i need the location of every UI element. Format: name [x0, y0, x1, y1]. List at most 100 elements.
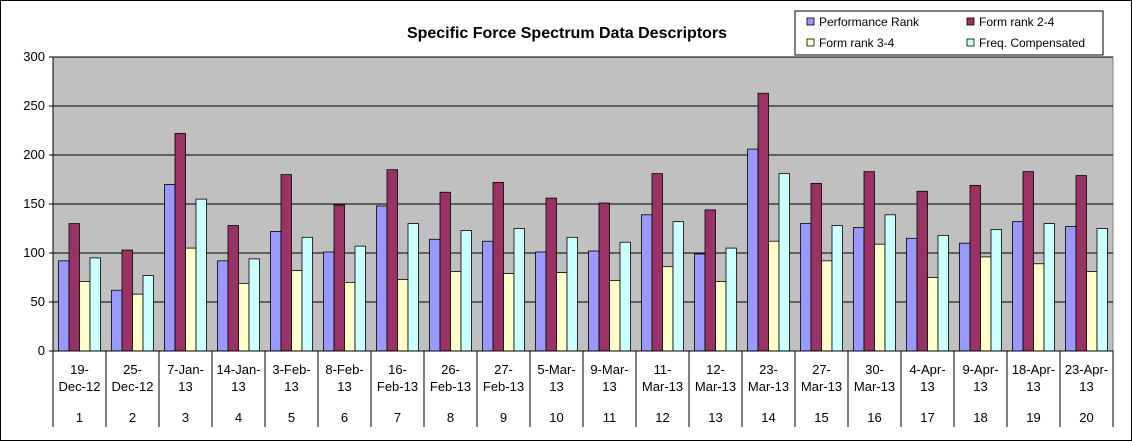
x-category-date-label: 13 [602, 379, 616, 394]
x-category-index-label: 8 [447, 410, 454, 425]
x-category-date-label: 27- [494, 362, 513, 377]
bar-performance-rank [747, 148, 759, 352]
x-category-index-label: 18 [973, 410, 987, 425]
bar-form-rank-3-4 [238, 282, 250, 352]
x-category-date-label: 8-Feb- [325, 362, 363, 377]
legend-box [794, 10, 1104, 56]
x-category-index-label: 19 [1026, 410, 1040, 425]
x-category-index-label: 16 [867, 410, 881, 425]
y-tick-label: 100 [23, 245, 45, 260]
bar-freq-compensated [937, 234, 949, 352]
x-category-date-label: 9-Apr- [962, 362, 998, 377]
x-category-date-label: 5-Mar- [537, 362, 575, 377]
x-category-date-label: 30- [865, 362, 884, 377]
bar-form-rank-2-4 [227, 225, 239, 352]
legend-label: Freq. Compensated [979, 36, 1085, 50]
x-category-index-label: 15 [814, 410, 828, 425]
y-tick-label: 300 [23, 49, 45, 64]
bar-form-rank-3-4 [556, 272, 568, 352]
legend-swatch [966, 38, 975, 47]
x-category-index-label: 9 [500, 410, 507, 425]
x-category-date-label: Mar-13 [642, 379, 683, 394]
bar-performance-rank [800, 223, 812, 352]
bar-freq-compensated [407, 223, 419, 352]
x-category-index-label: 4 [235, 410, 242, 425]
bar-form-rank-3-4 [1086, 271, 1098, 352]
x-category-labels: 19- Dec-12 1 25- Dec-12 2 7-Jan- 13 3 14-Jan- 13 4 3… [59, 362, 1109, 425]
x-category-date-label: 13 [284, 379, 298, 394]
bar-freq-compensated [248, 258, 260, 352]
bar-form-rank-3-4 [980, 256, 992, 352]
x-category-date-label: Feb-13 [483, 379, 524, 394]
x-category-index-label: 12 [655, 410, 669, 425]
x-category-index-label: 14 [761, 410, 775, 425]
bar-form-rank-2-4 [1022, 171, 1034, 352]
x-category-date-label: 13 [549, 379, 563, 394]
bar-form-rank-2-4 [545, 197, 557, 352]
bar-form-rank-3-4 [609, 280, 621, 352]
legend-swatch [966, 17, 975, 26]
bar-performance-rank [1012, 221, 1024, 352]
y-tick-label: 50 [31, 294, 45, 309]
x-category-index-label: 20 [1079, 410, 1093, 425]
x-category-date-label: Feb-13 [430, 379, 471, 394]
axes [52, 57, 1114, 427]
bar-performance-rank [217, 260, 229, 352]
bar-performance-rank [1065, 226, 1077, 352]
bar-form-rank-2-4 [386, 169, 398, 352]
legend-label: Form rank 3-4 [819, 36, 895, 50]
y-tick-labels: 0 50 100 150 200 250 300 [23, 49, 45, 358]
x-category-date-label: Mar-13 [854, 379, 895, 394]
bar-form-rank-3-4 [132, 293, 144, 352]
bar-form-rank-3-4 [185, 247, 197, 352]
x-category-date-label: Feb-13 [377, 379, 418, 394]
bar-form-rank-2-4 [280, 174, 292, 352]
bar-form-rank-3-4 [1033, 263, 1045, 352]
legend-swatch [806, 17, 815, 26]
bar-form-rank-2-4 [651, 173, 663, 352]
y-tick-label: 200 [23, 147, 45, 162]
bar-form-rank-3-4 [821, 260, 833, 352]
bar-form-rank-3-4 [344, 281, 356, 352]
x-category-index-label: 5 [288, 410, 295, 425]
bar-freq-compensated [195, 198, 207, 352]
bar-form-rank-2-4 [916, 190, 928, 352]
bar-performance-rank [164, 183, 176, 352]
bar-form-rank-2-4 [969, 184, 981, 352]
bar-form-rank-2-4 [598, 202, 610, 352]
x-category-date-label: 13 [973, 379, 987, 394]
x-category-index-label: 1 [76, 410, 83, 425]
bar-performance-rank [535, 251, 547, 352]
x-category-date-label: 14-Jan- [216, 362, 260, 377]
bar-form-rank-2-4 [439, 191, 451, 352]
bar-freq-compensated [619, 241, 631, 352]
bar-freq-compensated [725, 247, 737, 352]
bar-performance-rank [58, 260, 70, 352]
bar-freq-compensated [831, 225, 843, 352]
x-category-index-label: 3 [182, 410, 189, 425]
x-category-date-label: 13 [1079, 379, 1093, 394]
bar-performance-rank [111, 289, 123, 352]
bar-form-rank-3-4 [450, 271, 462, 352]
bar-performance-rank [906, 237, 918, 352]
x-category-date-label: 18-Apr- [1012, 362, 1055, 377]
x-category-index-label: 10 [549, 410, 563, 425]
legend: Performance Rank Form rank 2-4 Form rank 3… [794, 10, 1104, 56]
x-category-index-label: 17 [920, 410, 934, 425]
x-category-date-label: Dec-12 [112, 379, 154, 394]
bar-form-rank-3-4 [768, 240, 780, 352]
bar-performance-rank [641, 214, 653, 352]
x-category-index-label: 2 [129, 410, 136, 425]
bar-performance-rank [482, 240, 494, 352]
x-category-index-label: 7 [394, 410, 401, 425]
bar-performance-rank [959, 242, 971, 352]
x-category-date-label: 3-Feb- [272, 362, 310, 377]
x-category-date-label: 23-Apr- [1065, 362, 1108, 377]
x-category-date-label: 25- [123, 362, 142, 377]
y-tick-label: 250 [23, 98, 45, 113]
x-category-date-label: Mar-13 [748, 379, 789, 394]
x-category-date-label: Mar-13 [695, 379, 736, 394]
x-category-date-label: 19- [70, 362, 89, 377]
